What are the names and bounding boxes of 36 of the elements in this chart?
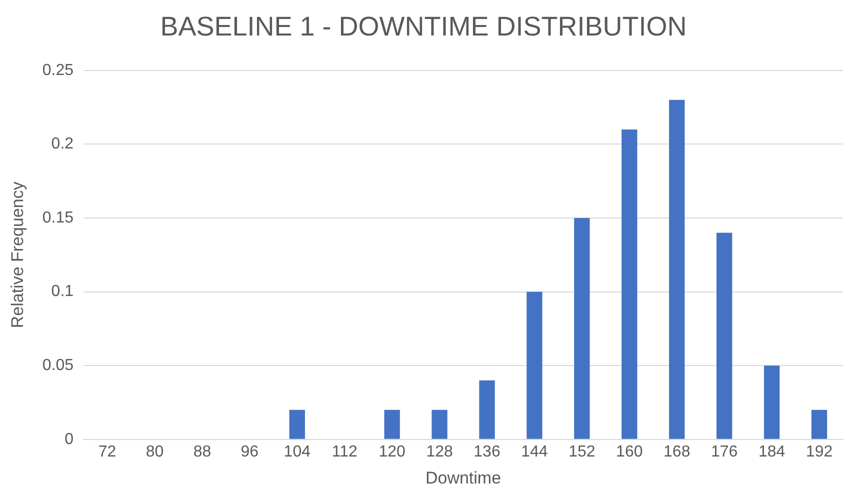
bar [432,410,448,439]
y-tick-label: 0.15 [42,209,74,226]
bar [289,410,305,439]
chart-title: BASELINE 1 - DOWNTIME DISTRIBUTION [160,12,687,42]
x-tick-label: 144 [521,443,548,460]
x-axis-title: Downtime [425,468,502,488]
bar [622,129,638,439]
x-tick-label: 168 [664,443,690,460]
y-axis-title: Relative Frequency [8,181,27,328]
x-tick-label: 104 [284,443,311,460]
y-tick-label: 0.05 [42,357,74,374]
x-tick-label: 88 [193,443,212,460]
y-tick-label: 0.2 [51,136,74,153]
x-tick-label: 128 [426,443,453,460]
x-tick-label: 152 [568,443,596,460]
x-tick-label: 72 [98,443,116,460]
bar [526,292,542,439]
bar [479,380,495,439]
bar [764,366,780,439]
bar [716,232,732,439]
x-tick-label: 192 [806,443,833,460]
x-tick-label: 80 [146,443,164,460]
bar [669,100,685,439]
x-tick-label: 160 [616,443,643,460]
y-tick-label: 0.25 [42,62,74,79]
x-tick-label: 184 [758,443,786,460]
bar [384,410,400,439]
y-tick-label: 0.1 [51,283,74,300]
x-tick-label: 112 [332,443,358,460]
x-tick-label: 136 [474,443,500,460]
x-tick-label: 96 [240,443,259,460]
bar [811,410,828,439]
bar [574,218,590,439]
y-tick-label: 0 [64,430,74,448]
x-tick-label: 120 [378,443,406,460]
x-tick-label: 176 [710,443,738,460]
